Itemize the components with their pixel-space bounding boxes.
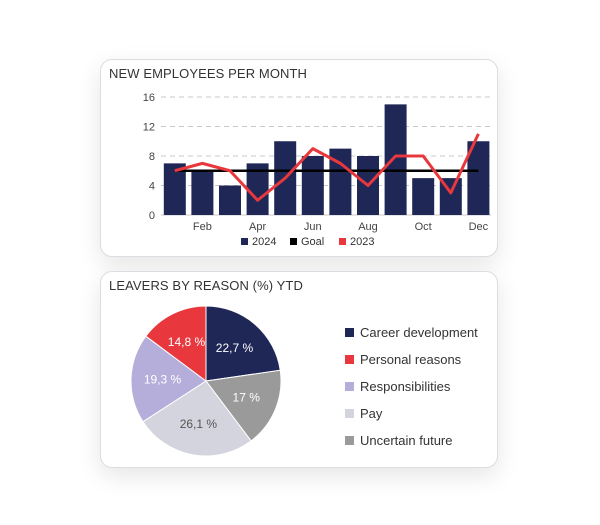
legend-swatch [241, 238, 248, 245]
y-tick-label: 4 [149, 181, 155, 193]
legend-swatch [345, 382, 354, 391]
legend-label: 2024 [252, 236, 276, 248]
bar-2024 [163, 163, 186, 215]
pie-slice [145, 305, 207, 382]
legend-swatch [345, 328, 354, 337]
y-tick-label: 0 [149, 210, 155, 222]
bar-2024 [191, 170, 214, 215]
slice-label: 26,1 % [180, 417, 218, 431]
legend-item: Pay [345, 400, 478, 427]
slice-label: 19,3 % [144, 373, 182, 387]
bar-2024 [301, 156, 324, 215]
pie-legend: Career development Personal reasons Respon… [345, 319, 478, 454]
x-tick-label: Apr [249, 221, 266, 233]
pie-slice [205, 305, 281, 382]
slice-label: 14,8 % [168, 335, 206, 349]
legend-item: Personal reasons [345, 346, 478, 373]
bar-2024 [467, 141, 490, 215]
slice-label: 22,7 % [216, 341, 254, 355]
pie-chart: 22,7 % 17 % 26,1 % 19,3 % 14,8 % [130, 305, 282, 457]
pie-slice [205, 369, 282, 442]
legend-label: Uncertain future [360, 433, 453, 448]
pie-slice [130, 335, 207, 423]
x-tick-label: Oct [415, 221, 432, 233]
x-tick-label: Dec [469, 221, 489, 233]
legend-item: Uncertain future [345, 427, 478, 454]
legend-label: Goal [301, 236, 324, 248]
bar-2024 [384, 104, 407, 215]
bar-2024 [329, 148, 352, 215]
legend-swatch [290, 238, 297, 245]
y-tick-label: 12 [143, 122, 155, 134]
legend-swatch [345, 436, 354, 445]
y-tick-label: 16 [143, 92, 155, 104]
y-tick-label: 8 [149, 151, 155, 163]
legend-label: Career development [360, 325, 478, 340]
chart-title: NEW EMPLOYEES PER MONTH [109, 66, 308, 81]
leavers-card: LEAVERS BY REASON (%) YTD 22,7 % 17 % 26,1… [100, 271, 498, 468]
new-employees-card: NEW EMPLOYEES PER MONTH 0 4 8 12 16 Feb Apr Jun… [100, 59, 498, 257]
legend-label: 2023 [350, 236, 374, 248]
bar-2024 [219, 185, 241, 215]
slice-label: 17 % [233, 391, 261, 405]
legend-swatch [339, 238, 346, 245]
bar-chart: 0 4 8 12 16 Feb Apr Jun Aug Oct Dec 2024 Goal 2023 [143, 92, 491, 248]
legend-label: Responsibilities [360, 379, 451, 394]
pie-slice [142, 380, 252, 457]
line-2023 [174, 133, 480, 202]
x-tick-label: Feb [193, 221, 212, 233]
legend-swatch [345, 409, 354, 418]
bar-2024 [246, 163, 269, 215]
legend-item: Career development [345, 319, 478, 346]
legend-swatch [345, 355, 354, 364]
legend-item: Responsibilities [345, 373, 478, 400]
legend-label: Personal reasons [360, 352, 462, 367]
legend-label: Pay [360, 406, 383, 421]
chart-title: LEAVERS BY REASON (%) YTD [109, 278, 303, 293]
bar-2024 [412, 178, 435, 215]
x-tick-label: Aug [358, 221, 378, 233]
x-tick-label: Jun [304, 221, 322, 233]
